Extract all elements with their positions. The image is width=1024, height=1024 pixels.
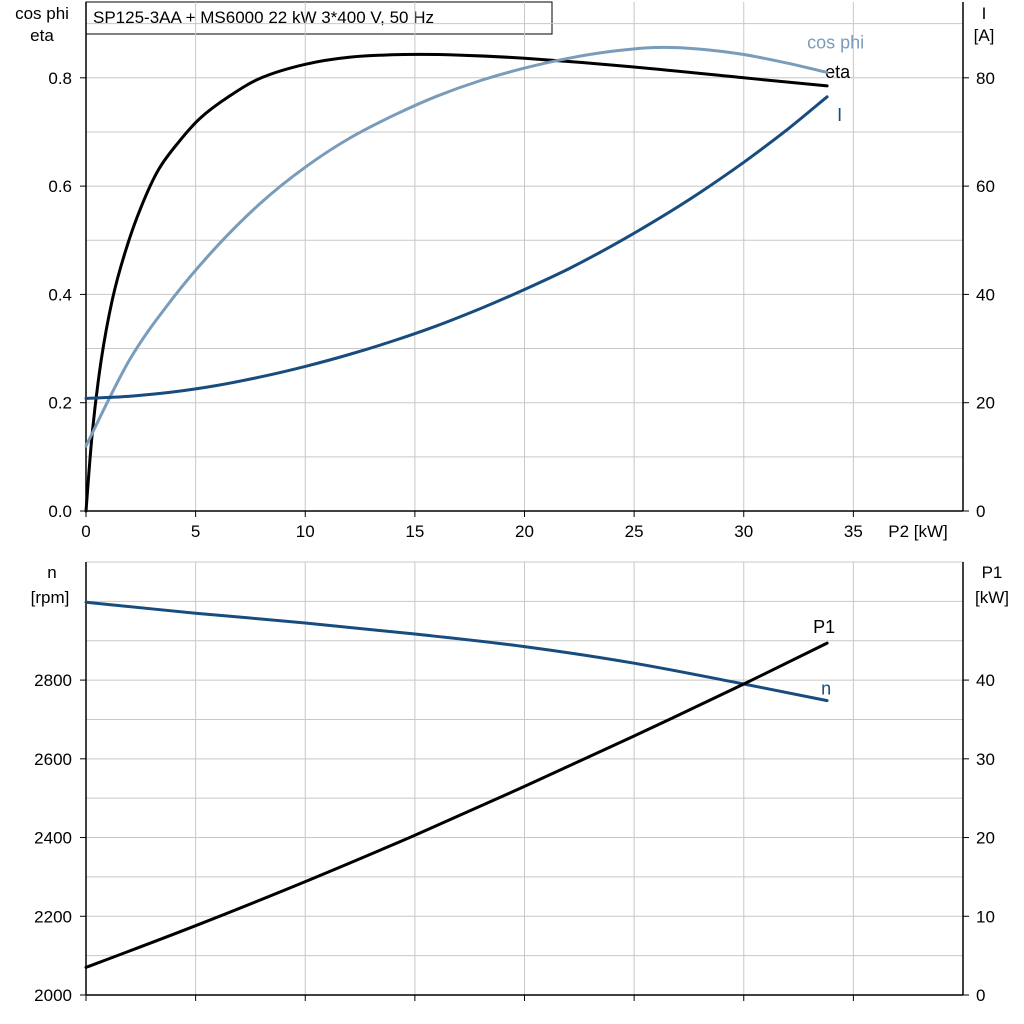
left-tick-label: 0.2 [48,394,72,413]
plot-1-layer: 2000 2200 2400 2600 2800 0 10 20 30 40 n P1 [34,561,995,1005]
right-tick-label: 80 [976,69,995,88]
series-i-label: I [837,105,842,125]
left-tick-label: 0.0 [48,502,72,521]
lower-right-axis-title-line2: [kW] [975,588,1009,607]
right-tick-label: 0 [976,986,985,1005]
series-eta-label: eta [825,62,851,82]
left-tick-label: 0.6 [48,177,72,196]
x-tick-label: 15 [405,522,424,541]
upper-left-axis-title-line1: cos phi [15,4,69,23]
plot-0-layer: 0.0 0.2 0.4 0.6 0.8 0 20 40 60 80 0 5 10 15 20 25 30 35 et… [48,2,995,541]
chart-title: SP125-3AA + MS6000 22 kW 3*400 V, 50 Hz [93,8,434,27]
series-eta-line [84,52,829,513]
x-axis-title: P2 [kW] [888,522,948,541]
right-tick-label: 20 [976,394,995,413]
upper-right-axis-title-line1: I [982,4,987,23]
x-tick-label: 25 [625,522,644,541]
x-tick-label: 30 [734,522,753,541]
series-n-label: n [821,679,831,699]
x-tick-label: 20 [515,522,534,541]
left-tick-label: 2400 [34,829,72,848]
right-tick-label: 40 [976,285,995,304]
x-tick-label: 35 [844,522,863,541]
left-tick-label: 2600 [34,750,72,769]
right-tick-label: 20 [976,829,995,848]
left-tick-label: 2000 [34,986,72,1005]
left-tick-label: 2800 [34,671,72,690]
left-tick-label: 0.4 [48,285,72,304]
series-p1-line [84,641,829,969]
right-tick-label: 40 [976,671,995,690]
right-tick-label: 0 [976,502,985,521]
title-box [85,1,553,35]
lower-left-axis-title-line1: n [47,563,56,582]
lower-right-axis-title-line1: P1 [982,563,1003,582]
left-tick-label: 2200 [34,907,72,926]
lower-left-axis-title-line2: [rpm] [31,588,70,607]
lower-chart: n [rpm] P1 [kW] [31,563,1009,607]
series-i-line [84,95,829,400]
x-tick-label: 10 [296,522,315,541]
left-tick-label: 0.8 [48,69,72,88]
right-tick-label: 10 [976,907,995,926]
right-tick-label: 30 [976,750,995,769]
right-tick-label: 60 [976,177,995,196]
upper-right-axis-title-line2: [A] [974,26,995,45]
x-tick-label: 0 [81,522,90,541]
series-p1-label: P1 [813,617,835,637]
series-n-line [84,600,829,703]
upper-chart: SP125-3AA + MS6000 22 kW 3*400 V, 50 Hz … [15,1,995,541]
series-cos-phi-line [84,45,829,448]
series-cos-phi-label: cos phi [807,32,864,52]
x-tick-label: 5 [191,522,200,541]
upper-left-axis-title-line2: eta [30,26,54,45]
